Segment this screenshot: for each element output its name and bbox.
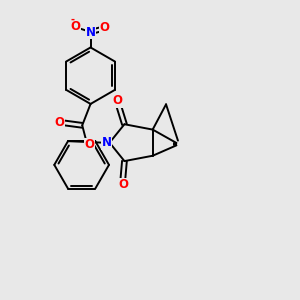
Text: O: O bbox=[85, 138, 95, 152]
Text: O: O bbox=[71, 20, 81, 33]
Text: -: - bbox=[70, 15, 74, 25]
Text: O: O bbox=[100, 21, 110, 34]
Text: N: N bbox=[102, 136, 112, 149]
Text: N: N bbox=[85, 26, 96, 38]
Text: O: O bbox=[54, 116, 64, 130]
Text: O: O bbox=[112, 94, 123, 107]
Text: O: O bbox=[118, 178, 128, 191]
